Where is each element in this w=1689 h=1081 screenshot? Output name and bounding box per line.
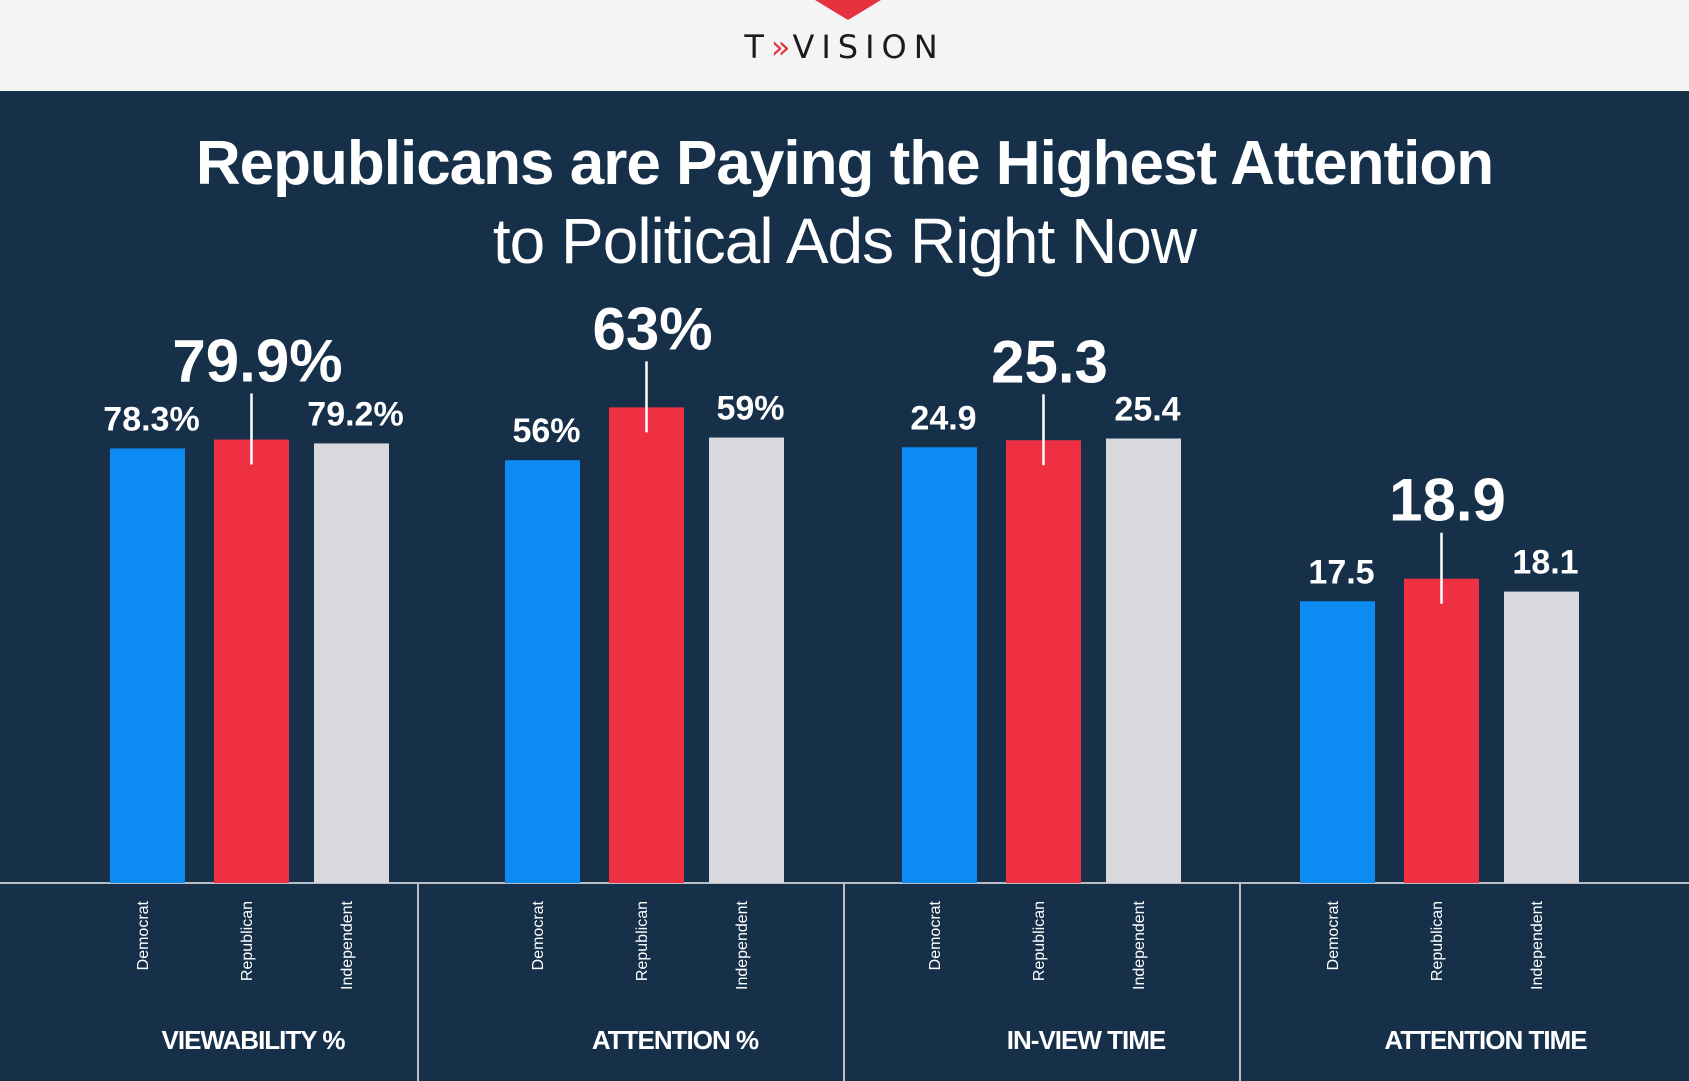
- value-label-viewability-independent: 79.2%: [307, 395, 403, 433]
- value-label-in-view-time-democrat: 24.9: [910, 399, 976, 437]
- category-label-attention-time-democrat: Democrat: [1325, 900, 1342, 970]
- tvision-logo: T» VISION: [0, 28, 1689, 66]
- bar-viewability-republican: [214, 439, 289, 883]
- value-label-in-view-time-independent: 25.4: [1114, 391, 1180, 429]
- value-label-viewability-democrat: 78.3%: [103, 400, 199, 438]
- chart-subtitle: to Political Ads Right Now: [492, 205, 1197, 277]
- bar-attention-time-democrat: [1300, 601, 1375, 883]
- bar-viewability-democrat: [110, 448, 185, 883]
- logo-chevrons: »: [770, 28, 790, 66]
- bar-in-view-time-republican: [1006, 440, 1081, 883]
- category-label-in-view-time-republican: Republican: [1031, 901, 1048, 981]
- value-label-attention-time-independent: 18.1: [1512, 544, 1578, 582]
- logo-wordmark: VISION: [792, 28, 945, 66]
- value-label-attention-time-democrat: 17.5: [1308, 553, 1374, 591]
- bar-attention-democrat: [505, 460, 580, 883]
- category-label-in-view-time-democrat: Democrat: [927, 900, 944, 970]
- metric-label-in-view-time: IN-VIEW TIME: [1007, 1025, 1166, 1055]
- bar-attention-republican: [609, 407, 684, 883]
- category-label-in-view-time-independent: Independent: [1131, 900, 1148, 990]
- value-label-in-view-time-republican: 25.3: [991, 328, 1108, 395]
- metric-label-viewability: VIEWABILITY %: [162, 1025, 346, 1055]
- bar-attention-independent: [709, 437, 784, 883]
- header-bar: T» VISION: [0, 0, 1689, 91]
- category-label-attention-independent: Independent: [734, 900, 751, 990]
- value-label-attention-democrat: 56%: [512, 412, 580, 450]
- bar-in-view-time-independent: [1106, 438, 1181, 883]
- logo-letter-t: T: [744, 28, 771, 66]
- category-label-viewability-independent: Independent: [339, 900, 356, 990]
- logo-heart-icon: [815, 0, 881, 20]
- category-label-viewability-republican: Republican: [239, 901, 256, 981]
- category-label-attention-time-republican: Republican: [1429, 901, 1446, 981]
- bar-in-view-time-democrat: [902, 447, 977, 883]
- category-label-viewability-democrat: Democrat: [135, 900, 152, 970]
- value-label-attention-republican: 63%: [592, 295, 712, 362]
- value-label-attention-time-republican: 18.9: [1389, 467, 1506, 534]
- metric-label-attention: ATTENTION %: [592, 1025, 759, 1055]
- value-label-attention-independent: 59%: [716, 390, 784, 428]
- category-label-attention-republican: Republican: [634, 901, 651, 981]
- value-label-viewability-republican: 79.9%: [172, 328, 342, 395]
- bar-attention-time-independent: [1504, 591, 1579, 883]
- chart-title: Republicans are Paying the Highest Atten…: [195, 129, 1494, 198]
- metric-label-attention-time: ATTENTION TIME: [1384, 1025, 1587, 1055]
- bar-viewability-independent: [314, 443, 389, 883]
- bar-attention-time-republican: [1404, 578, 1479, 883]
- category-label-attention-democrat: Democrat: [530, 900, 547, 970]
- category-label-attention-time-independent: Independent: [1529, 900, 1546, 990]
